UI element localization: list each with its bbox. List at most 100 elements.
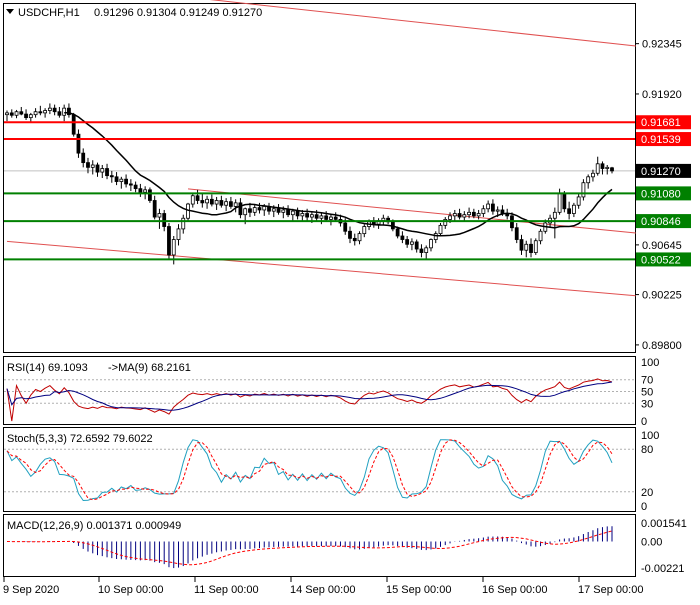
- candle-body: [591, 172, 595, 178]
- candle-body: [581, 182, 586, 198]
- candle-body: [205, 198, 209, 204]
- candle-body: [209, 198, 214, 205]
- candle-body: [76, 133, 81, 154]
- candle-body: [290, 210, 295, 216]
- level-tag-bg: [636, 252, 691, 267]
- candle: [238, 198, 243, 219]
- candle: [47, 103, 52, 115]
- candle-body: [252, 207, 257, 213]
- level-tag: 0.91080: [636, 186, 691, 201]
- price-tick-label: 0.90225: [642, 290, 682, 302]
- candle: [290, 208, 295, 221]
- candle-body: [476, 213, 481, 217]
- candle: [486, 200, 491, 213]
- candle-body: [600, 163, 605, 169]
- candle: [362, 224, 367, 238]
- rsi-panel: [3, 356, 636, 425]
- candle-body: [105, 168, 109, 177]
- macd-label: MACD(12,26,9) 0.001371 0.000949: [7, 520, 181, 532]
- rsi-tick-label: 70: [641, 375, 653, 387]
- candle: [424, 245, 429, 260]
- macd-signal-line: [6, 530, 613, 566]
- candle-body: [176, 228, 181, 240]
- level-tag-bg: [636, 132, 691, 147]
- candle-body: [114, 176, 119, 182]
- level-tag-label: 0.91080: [641, 188, 681, 200]
- level-tag-label: 0.90522: [641, 254, 681, 266]
- candle-body: [343, 222, 348, 232]
- candle: [514, 222, 519, 244]
- candle: [319, 212, 324, 225]
- candle: [33, 108, 38, 118]
- candle-body: [433, 233, 438, 240]
- candle: [138, 183, 143, 197]
- level-tag: 0.90846: [636, 214, 691, 229]
- macd-plot: [6, 526, 613, 569]
- candle-body: [333, 216, 338, 220]
- price-tick-label: 0.90645: [642, 240, 682, 252]
- time-tick-label: 11 Sep 00:00: [194, 584, 259, 596]
- candle-body: [119, 178, 124, 182]
- candle: [329, 213, 333, 226]
- candle: [600, 161, 605, 175]
- moving-average-line: [64, 111, 613, 237]
- candle-body: [90, 164, 95, 168]
- candle-body: [228, 201, 233, 207]
- axes: 0.92345 0.91920 0.91539 0.91270 0.91080 0.906…: [3, 39, 691, 596]
- macd-tick-label: 0.00: [641, 536, 662, 548]
- stoch-label: Stoch(5,3,3) 72.6592 79.6022: [7, 433, 153, 445]
- candle-body: [462, 214, 467, 218]
- stoch-panel: [3, 427, 636, 512]
- symbol-dropdown-icon[interactable]: [6, 9, 14, 14]
- candle: [233, 199, 238, 213]
- stoch-signal-line: [6, 439, 613, 501]
- candle: [167, 222, 171, 260]
- candle: [429, 238, 433, 252]
- candle: [476, 209, 481, 220]
- time-tick-label: 16 Sep 00:00: [482, 584, 547, 596]
- candle-body: [319, 215, 324, 219]
- candle: [533, 238, 538, 255]
- candle: [24, 109, 28, 120]
- candle: [148, 187, 152, 203]
- candle-body: [448, 215, 452, 220]
- time-tick-label: 14 Sep 00:00: [290, 584, 355, 596]
- level-tag-bg: [636, 115, 691, 130]
- candle-body: [86, 162, 90, 168]
- candle: [114, 172, 119, 186]
- candle: [252, 204, 257, 216]
- candle-body: [157, 213, 162, 218]
- candle-body: [24, 113, 28, 119]
- candle: [209, 194, 214, 207]
- candle-body: [348, 230, 352, 239]
- candle: [52, 104, 57, 116]
- candle: [128, 179, 133, 192]
- candle: [133, 181, 138, 193]
- candle: [524, 240, 529, 258]
- candle-body: [457, 213, 462, 218]
- candle: [14, 109, 19, 119]
- candle-body: [128, 183, 133, 186]
- candle: [452, 209, 457, 221]
- candle-body: [38, 111, 43, 114]
- candle: [567, 201, 572, 220]
- candle: [410, 238, 414, 251]
- candle-body: [162, 213, 167, 227]
- candle-body: [152, 200, 157, 218]
- candle: [348, 226, 352, 244]
- candle: [38, 105, 43, 116]
- candle-body: [67, 107, 71, 116]
- candle-body: [562, 192, 567, 210]
- candle-body: [524, 243, 529, 251]
- candle-body: [52, 107, 57, 113]
- candle-body: [233, 202, 238, 207]
- candle-body: [305, 213, 310, 218]
- candle-body: [410, 241, 414, 245]
- candle-body: [576, 196, 581, 206]
- candle: [395, 226, 400, 239]
- candle: [610, 166, 614, 174]
- channel-line: [6, 240, 636, 297]
- candle: [124, 174, 128, 188]
- candle: [214, 196, 219, 210]
